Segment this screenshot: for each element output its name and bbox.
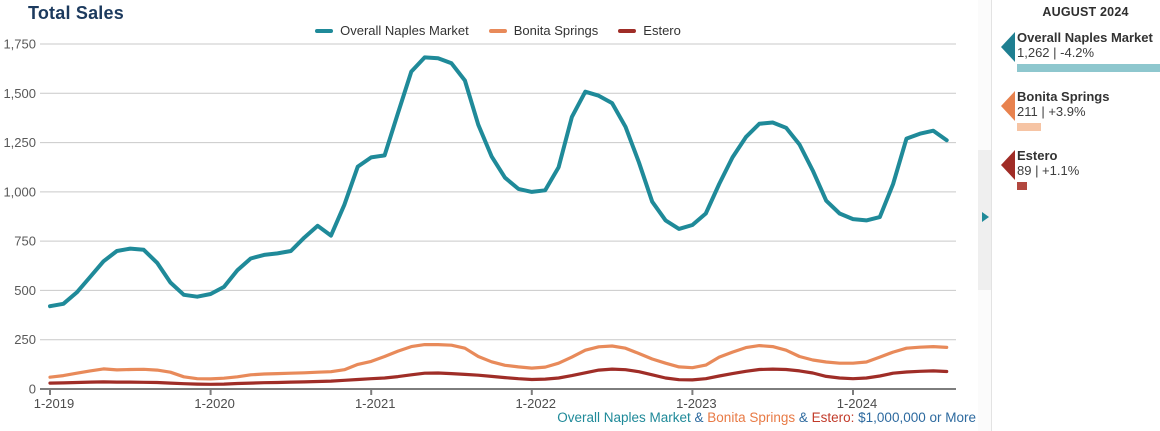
footnote-segment-5: $1,000,000 or More <box>854 410 976 425</box>
x-tick-label-1-2023: 1-2023 <box>676 396 716 411</box>
y-tick-label-1000: 1,000 <box>3 184 36 199</box>
y-tick-label-0: 0 <box>29 382 36 397</box>
sidebar-month-header: AUGUST 2024 <box>1042 5 1129 19</box>
legend-item-2[interactable]: Estero <box>618 23 681 38</box>
sidebar-series-name: Bonita Springs <box>1017 89 1110 104</box>
y-tick-label-1500: 1,500 <box>3 86 36 101</box>
legend-label: Overall Naples Market <box>340 23 469 38</box>
y-tick-label-750: 750 <box>14 234 36 249</box>
x-tick-label-1-2020: 1-2020 <box>194 396 234 411</box>
left-arrow-icon <box>1001 150 1015 180</box>
sidebar-series-value: 211 | +3.9% <box>1017 104 1086 119</box>
legend-label: Bonita Springs <box>513 23 599 38</box>
series-line-estero[interactable] <box>48 367 949 386</box>
current-month-sidebar: AUGUST 2024 Overall Naples Market 1,262 |… <box>993 0 1160 431</box>
legend-label: Estero <box>643 23 681 38</box>
footnote-segment-0: Overall Naples Market <box>557 410 691 425</box>
y-tick-label-500: 500 <box>14 283 36 298</box>
sidebar-series-value: 1,262 | -4.2% <box>1017 45 1095 60</box>
footnote-segment-2: Bonita Springs <box>707 410 796 425</box>
footnote-segment-1: & <box>690 410 708 425</box>
legend-item-0[interactable]: Overall Naples Market <box>315 23 469 38</box>
sidebar-series-value: 89 | +1.1% <box>1017 163 1080 178</box>
chevron-right-icon <box>982 212 989 222</box>
x-tick-label-1-2022: 1-2022 <box>516 396 556 411</box>
chart-footnote: Overall Naples Market & Bonita Springs &… <box>557 410 976 425</box>
sidebar-series-name: Estero <box>1017 148 1058 163</box>
legend-item-1[interactable]: Bonita Springs <box>488 23 599 38</box>
legend-swatch-icon <box>315 28 334 33</box>
footnote-segment-4: Estero: <box>811 410 855 425</box>
sidebar-collapse-handle[interactable] <box>978 150 991 290</box>
left-arrow-icon <box>1001 32 1015 62</box>
page-title: Total Sales <box>28 3 124 23</box>
sidebar-entry-2: Estero 89 | +1.1% <box>1001 148 1160 190</box>
sidebar-entry-1: Bonita Springs 211 | +3.9% <box>1001 89 1160 131</box>
sidebar-value-bar <box>1017 182 1027 190</box>
sidebar-collapse-strip[interactable] <box>978 0 992 431</box>
left-arrow-icon <box>1001 91 1015 121</box>
total-sales-line-chart[interactable]: 0 250 500 750 1,000 1,250 1,500 1,750 1-2019 1-20… <box>0 0 978 431</box>
y-tick-label-250: 250 <box>14 332 36 347</box>
sidebar-entries: Overall Naples Market 1,262 | -4.2% Bonita… <box>1001 30 1160 190</box>
sidebar-entry-0: Overall Naples Market 1,262 | -4.2% <box>1001 30 1160 72</box>
footnote-segment-3: & <box>795 410 812 425</box>
sidebar-series-name: Overall Naples Market <box>1017 30 1153 45</box>
legend-swatch-icon <box>618 28 637 33</box>
x-tick-label-1-2024: 1-2024 <box>837 396 877 411</box>
series-line-overall-naples-market[interactable] <box>48 55 949 309</box>
y-tick-label-1750: 1,750 <box>3 37 36 52</box>
x-tick-label-1-2019: 1-2019 <box>34 396 74 411</box>
y-tick-label-1250: 1,250 <box>3 135 36 150</box>
legend-swatch-icon <box>488 28 507 33</box>
chart-legend: Overall Naples Market Bonita Springs Ester… <box>40 23 956 38</box>
x-tick-label-1-2021: 1-2021 <box>355 396 395 411</box>
sidebar-value-bar <box>1017 64 1160 72</box>
sidebar-value-bar <box>1017 123 1041 131</box>
series-line-bonita-springs[interactable] <box>48 343 949 381</box>
